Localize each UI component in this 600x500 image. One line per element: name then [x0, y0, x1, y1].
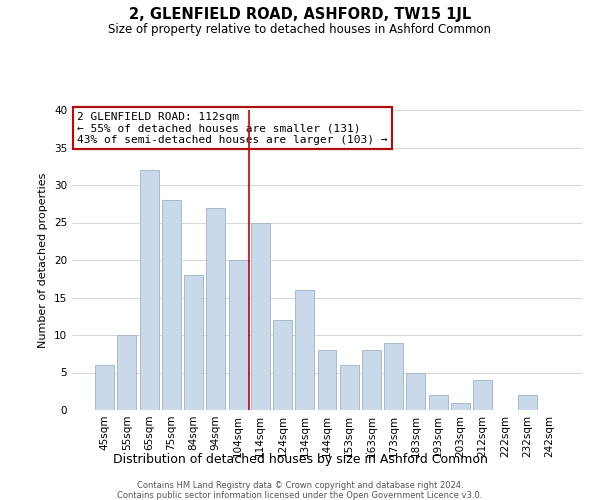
Text: Distribution of detached houses by size in Ashford Common: Distribution of detached houses by size … [113, 452, 487, 466]
Bar [295, 290, 314, 410]
Bar [162, 200, 181, 410]
Bar [184, 275, 203, 410]
Text: Size of property relative to detached houses in Ashford Common: Size of property relative to detached ho… [109, 22, 491, 36]
Bar [384, 342, 403, 410]
Bar [340, 365, 359, 410]
Bar [206, 208, 225, 410]
Bar [429, 395, 448, 410]
Text: Contains HM Land Registry data © Crown copyright and database right 2024.: Contains HM Land Registry data © Crown c… [137, 481, 463, 490]
Bar [118, 335, 136, 410]
Bar [273, 320, 292, 410]
Bar [518, 395, 536, 410]
Bar [317, 350, 337, 410]
Y-axis label: Number of detached properties: Number of detached properties [38, 172, 49, 348]
Bar [229, 260, 248, 410]
Text: Contains public sector information licensed under the Open Government Licence v3: Contains public sector information licen… [118, 491, 482, 500]
Bar [140, 170, 158, 410]
Bar [473, 380, 492, 410]
Bar [95, 365, 114, 410]
Bar [362, 350, 381, 410]
Text: 2 GLENFIELD ROAD: 112sqm
← 55% of detached houses are smaller (131)
43% of semi-: 2 GLENFIELD ROAD: 112sqm ← 55% of detach… [77, 112, 388, 144]
Bar [251, 222, 270, 410]
Bar [406, 372, 425, 410]
Bar [451, 402, 470, 410]
Text: 2, GLENFIELD ROAD, ASHFORD, TW15 1JL: 2, GLENFIELD ROAD, ASHFORD, TW15 1JL [129, 8, 471, 22]
